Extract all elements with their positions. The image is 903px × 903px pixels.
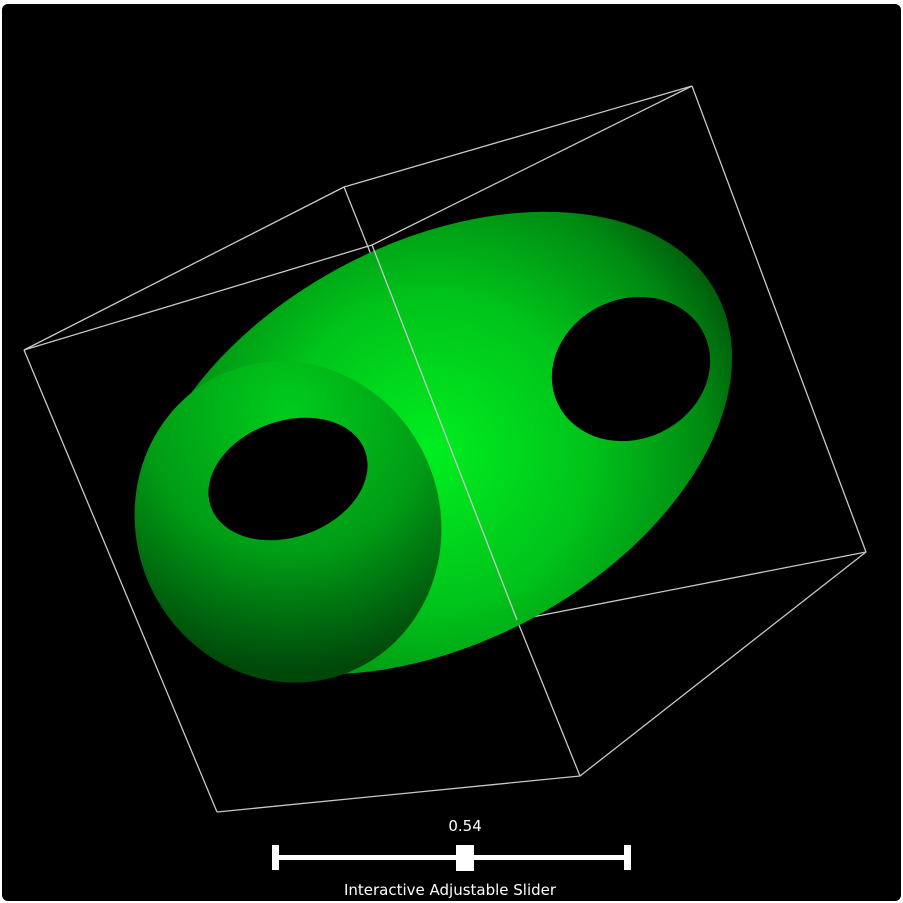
render-viewport[interactable]: [2, 4, 901, 901]
surface-hole-left: [208, 417, 368, 541]
surface-hole-right: [551, 296, 711, 442]
slider-track[interactable]: [274, 855, 629, 860]
3d-scene[interactable]: [2, 4, 901, 901]
superquadric-surface: [134, 211, 733, 683]
slider-end-cap-right: [624, 845, 631, 870]
slider-handle[interactable]: [456, 845, 475, 871]
slider-end-cap-left: [272, 845, 279, 870]
slider-value-label: 0.54: [448, 817, 482, 835]
outline-box-front: [23, 85, 867, 813]
slider-title: Interactive Adjustable Slider: [343, 881, 557, 899]
